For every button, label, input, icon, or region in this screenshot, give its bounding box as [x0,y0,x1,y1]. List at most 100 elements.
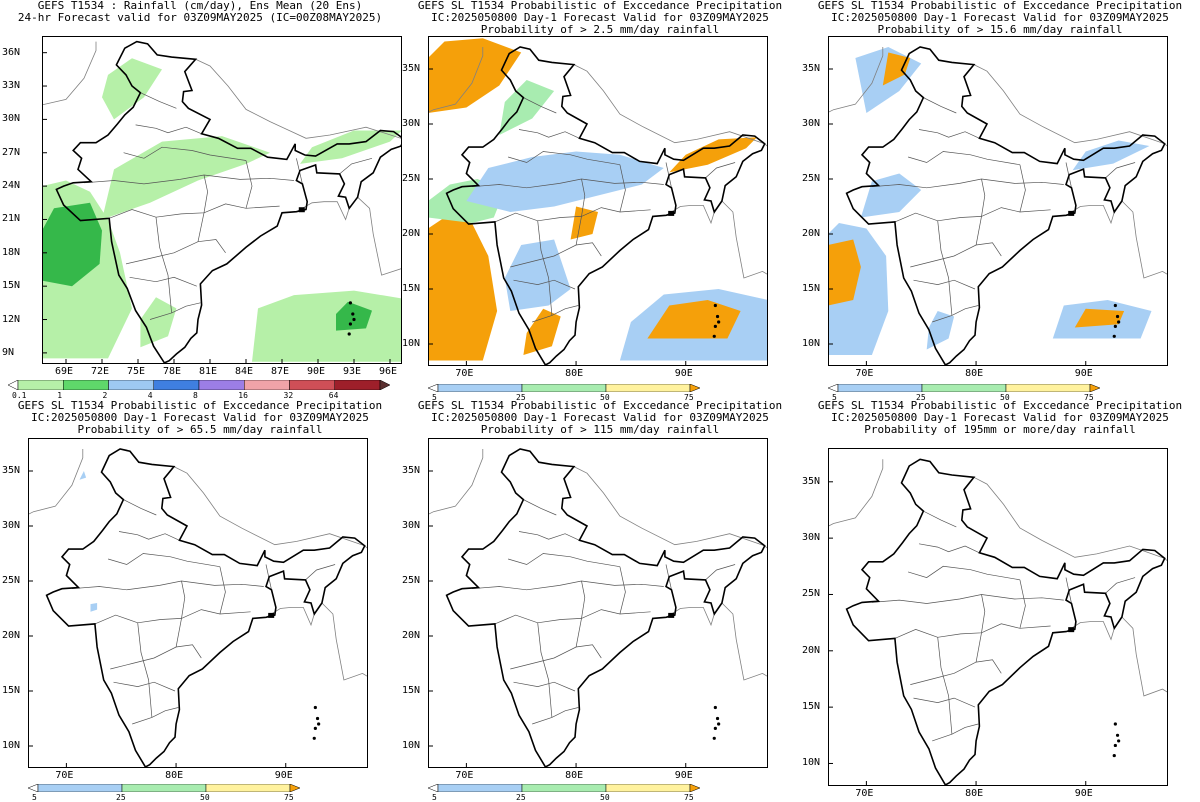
state-boundary [521,498,557,516]
lat-tick-label: 30N [402,520,421,531]
state-boundary [110,644,202,670]
colorbar-tick-label: 32 [283,391,294,400]
colorbar-segment [1005,384,1091,392]
state-boundary [471,178,664,189]
india-outline [845,458,1166,786]
state-boundary [494,609,651,625]
colorbar-segment [828,384,839,392]
state-boundary [132,707,179,725]
state-boundary [575,580,586,648]
island-marker [713,303,717,308]
colorbar [428,784,700,792]
panel-prob-115mm: GEFS SL T1534 Probabilistic of Exccedanc… [400,399,800,802]
state-boundary [123,146,247,161]
state-boundary [129,276,197,287]
state-boundary [508,151,620,166]
precip-shade-region [647,300,741,339]
lon-tick-label: 90E [1074,368,1093,379]
lon-tick-label: 81E [199,366,218,377]
rainfall-map [428,36,768,366]
panel-title-line: IC:2025050800 Day-1 Forecast Valid for 0… [431,411,769,424]
precip-shade-region [828,239,861,306]
lon-tick-label: 90E [674,770,693,781]
lat-tick-label: 20N [802,228,821,239]
lat-tick-label: 35N [802,63,821,74]
state-boundary [125,239,226,265]
panel-title-line: GEFS T1534 : Rainfall (cm/day), Ens Mean… [37,0,363,12]
lon-tick-label: 90E [1074,788,1093,799]
delta-marker [668,210,675,216]
precip-shade-region [1072,140,1150,171]
lon-tick-label: 90E [674,368,693,379]
precip-shade-region [860,173,922,218]
lat-tick-label: 30N [802,532,821,544]
country-border [665,204,715,225]
lat-tick-label: 24N [2,180,21,192]
state-boundary [137,91,177,109]
colorbar-segment [428,784,439,792]
delta-marker [1068,210,1075,216]
state-boundary [1019,164,1026,213]
state-boundary [894,207,1051,223]
colorbar-segment [289,380,335,390]
lat-tick-label: 25N [402,173,421,184]
precip-shade-region [428,217,498,361]
state-boundary [918,129,980,139]
colorbar-segment [605,384,691,392]
colorbar-segment [17,380,64,390]
island-marker [317,722,321,726]
state-boundary [137,622,153,718]
colorbar-segment [921,384,1007,392]
lat-tick-label: 20N [802,644,821,656]
colorbar-segment [521,784,607,792]
india-outline [845,46,1166,366]
panel-title-line: Probability of > 2.5 mm/day rainfall [480,23,720,36]
india-outline [445,46,766,366]
country-border [428,449,484,515]
state-boundary [871,178,1064,189]
colorbar-segment [121,784,207,792]
lon-tick-label: 80E [565,770,584,781]
india-outline [45,448,366,768]
country-border [1121,616,1168,697]
colorbar-segment [28,784,39,792]
state-boundary [937,220,953,316]
state-boundary [537,220,553,316]
colorbar-tick-label: 1 [57,391,63,400]
lat-tick-label: 36N [2,46,21,58]
lat-tick-label: 35N [802,475,821,487]
rainfall-map [28,438,368,768]
colorbar-tick-label: 75 [684,793,694,802]
panel-prob-2p5mm: GEFS SL T1534 Probabilistic of Exccedanc… [400,0,800,402]
colorbar-segment [437,384,523,392]
colorbar-tick-label: 5 [832,393,837,402]
country-border [296,201,350,221]
colorbar-tick-label: 4 [147,391,153,400]
lon-tick-label: 84E [235,366,254,377]
state-boundary [155,217,172,313]
country-border [1065,621,1115,641]
country-border [573,64,765,145]
colorbar [28,784,300,792]
lat-tick-label: 30N [802,118,821,129]
colorbar-segment [1089,384,1100,392]
island-marker [351,312,355,316]
colorbar-segment [153,380,200,390]
colorbar-tick-label: 75 [284,793,294,802]
state-boundary [135,124,202,135]
lon-tick-label: 90E [307,366,326,377]
lat-tick-label: 15N [2,280,21,292]
precip-shade-region [300,130,402,164]
lon-tick-label: 78E [163,366,182,377]
state-boundary [913,279,976,290]
country-border [721,200,768,279]
colorbar-tick-label: 25 [516,393,526,402]
panel-title-line: GEFS SL T1534 Probabilistic of Exccedanc… [417,399,783,412]
panel-title-line: GEFS SL T1534 Probabilistic of Exccedanc… [417,0,783,12]
state-boundary [494,207,651,223]
state-boundary [871,594,1064,604]
colorbar-tick-label: 25 [116,793,126,802]
state-boundary [518,531,580,541]
island-marker [712,334,716,338]
island-marker [1117,320,1121,324]
